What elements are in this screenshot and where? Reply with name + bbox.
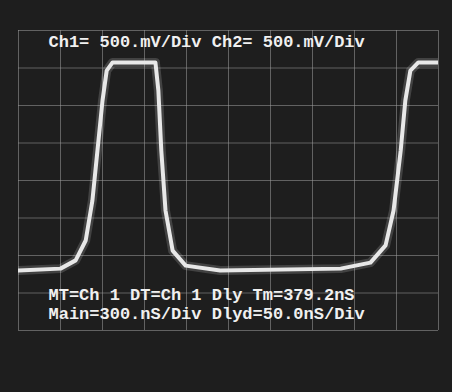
svg-text:MT=Ch 1 DT=Ch 1 Dly Tm=379.2nS: MT=Ch 1 DT=Ch 1 Dly Tm=379.2nS: [49, 286, 355, 305]
svg-text:Main=300.nS/Div Dlyd=50.0nS/Di: Main=300.nS/Div Dlyd=50.0nS/Div: [49, 305, 365, 324]
svg-text:Ch1= 500.mV/Div Ch2= 500.mV/Di: Ch1= 500.mV/Div Ch2= 500.mV/Div: [49, 33, 365, 52]
